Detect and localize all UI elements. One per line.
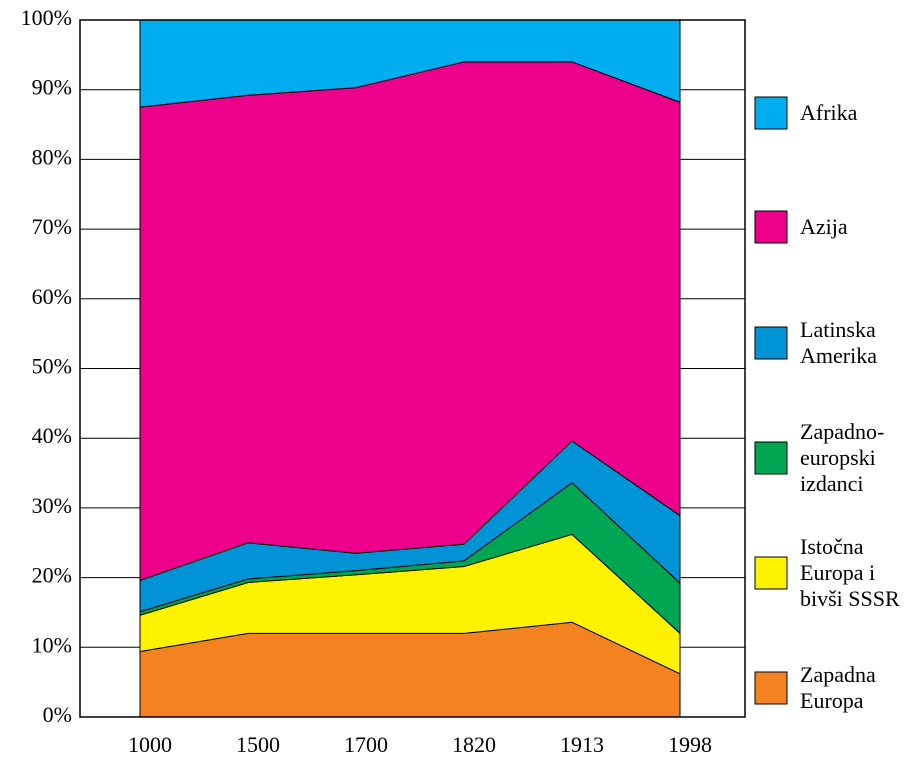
legend-label: Azija (800, 214, 848, 239)
y-tick-label: 40% (32, 423, 72, 448)
legend-label: Zapadno-europski izdanci (800, 419, 885, 496)
x-tick-label: 1000 (128, 732, 172, 757)
x-tick-label: 1500 (236, 732, 280, 757)
y-tick-label: 0% (43, 702, 72, 727)
y-tick-label: 50% (32, 354, 72, 379)
y-tick-label: 20% (32, 563, 72, 588)
x-tick-label: 1700 (344, 732, 388, 757)
y-tick-label: 10% (32, 632, 72, 657)
x-tick-label: 1913 (560, 732, 604, 757)
legend-swatch (754, 671, 788, 705)
legend-label: Latinska Amerika (800, 317, 877, 368)
y-tick-label: 100% (21, 5, 72, 30)
legend-swatch (754, 441, 788, 475)
plot-frame (79, 19, 746, 718)
y-tick-label: 90% (32, 75, 72, 100)
legend-label: Zapadna Europa (800, 662, 876, 713)
x-tick-label: 1998 (668, 732, 712, 757)
legend-swatch (754, 326, 788, 360)
legend-swatch (754, 556, 788, 590)
y-tick-label: 80% (32, 144, 72, 169)
y-tick-label: 60% (32, 284, 72, 309)
x-tick-label: 1820 (452, 732, 496, 757)
y-tick-label: 30% (32, 493, 72, 518)
legend-swatch (754, 210, 788, 244)
y-tick-label: 70% (32, 214, 72, 239)
legend-label: Istočna Europa i bivši SSSR (800, 534, 900, 611)
legend-swatch (754, 96, 788, 130)
legend-label: Afrika (800, 100, 858, 125)
